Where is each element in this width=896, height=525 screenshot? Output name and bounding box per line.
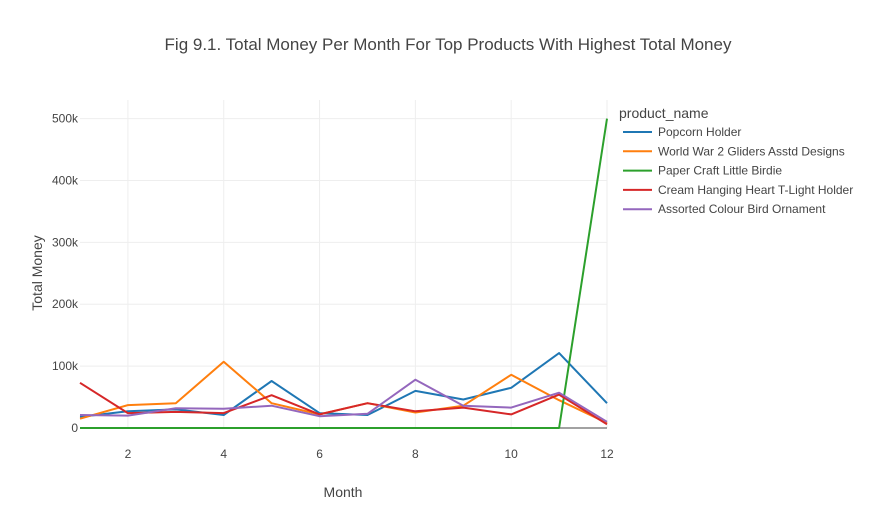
x-axis: 2 4 6 8 10 12 <box>125 447 614 461</box>
series-line-3[interactable] <box>80 118 608 429</box>
x-axis-title: Month <box>324 484 363 500</box>
y-tick-label: 0 <box>71 421 78 435</box>
series-line-4[interactable] <box>79 381 608 426</box>
legend-item[interactable]: World War 2 Gliders Asstd Designs <box>623 144 845 158</box>
chart-title: Fig 9.1. Total Money Per Month For Top P… <box>165 35 732 54</box>
x-tick-label: 4 <box>220 447 227 461</box>
legend-item[interactable]: Paper Craft Little Birdie <box>623 164 782 178</box>
y-tick-label: 400k <box>52 173 79 187</box>
legend-label: Paper Craft Little Birdie <box>658 164 782 178</box>
y-tick-label: 300k <box>52 235 79 249</box>
x-tick-label: 8 <box>412 447 419 461</box>
y-tick-label: 100k <box>52 359 79 373</box>
legend[interactable]: product_name Popcorn Holder World War 2 G… <box>619 105 853 216</box>
gridlines <box>80 100 608 428</box>
legend-label: Popcorn Holder <box>658 125 741 139</box>
x-tick-label: 10 <box>505 447 519 461</box>
legend-label: Assorted Colour Bird Ornament <box>658 202 826 216</box>
legend-item[interactable]: Cream Hanging Heart T-Light Holder <box>623 183 853 197</box>
legend-item[interactable]: Assorted Colour Bird Ornament <box>623 202 826 216</box>
y-axis-title: Total Money <box>29 235 45 310</box>
legend-item[interactable]: Popcorn Holder <box>623 125 741 139</box>
x-tick-label: 2 <box>125 447 132 461</box>
legend-label: World War 2 Gliders Asstd Designs <box>658 144 845 158</box>
y-tick-label: 500k <box>52 112 79 126</box>
y-tick-label: 200k <box>52 297 79 311</box>
x-tick-label: 6 <box>316 447 323 461</box>
legend-title: product_name <box>619 105 709 121</box>
series-lines <box>79 118 608 429</box>
series-line-5[interactable] <box>79 378 608 423</box>
y-axis: 0 100k 200k 300k 400k 500k <box>52 112 79 435</box>
x-tick-label: 12 <box>600 447 614 461</box>
legend-label: Cream Hanging Heart T-Light Holder <box>658 183 853 197</box>
